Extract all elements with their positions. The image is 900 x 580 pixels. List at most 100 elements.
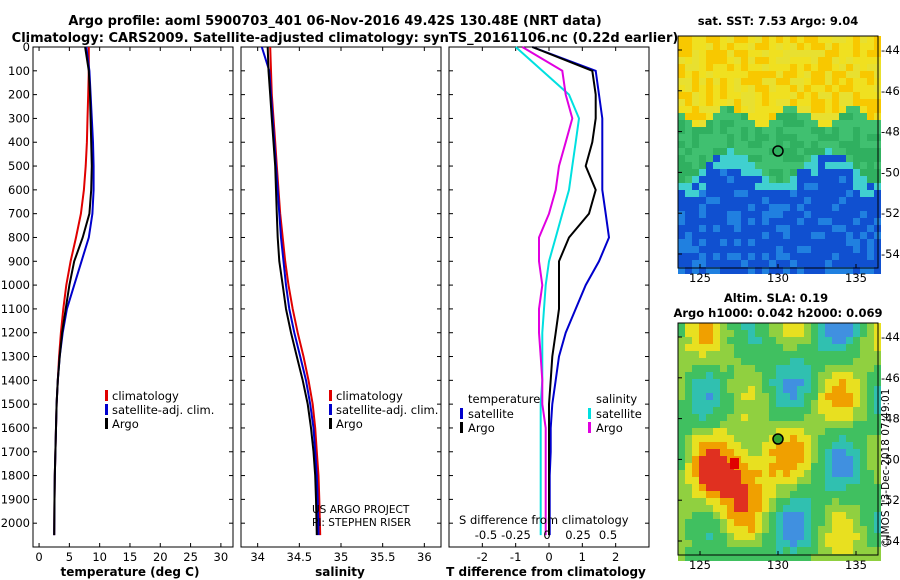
- map-y-tick-label: -44: [881, 43, 900, 57]
- map-cell: [832, 71, 839, 78]
- map-cell: [860, 148, 867, 155]
- top-tick-label: 0.5: [599, 528, 617, 542]
- map-cell: [790, 435, 797, 442]
- map-cell: [860, 358, 867, 365]
- map-cell: [748, 484, 755, 491]
- map-cell: [860, 540, 867, 547]
- map-cell: [713, 358, 720, 365]
- map-cell: [706, 512, 713, 519]
- map-cell: [734, 246, 741, 253]
- map-cell: [790, 211, 797, 218]
- map-cell: [867, 113, 874, 120]
- map-cell: [692, 372, 699, 379]
- map-cell: [720, 372, 727, 379]
- map-cell: [692, 246, 699, 253]
- map-cell: [839, 414, 846, 421]
- map-cell: [734, 365, 741, 372]
- map-cell: [790, 232, 797, 239]
- map-cell: [741, 162, 748, 169]
- map-cell: [867, 358, 874, 365]
- map-cell: [797, 78, 804, 85]
- map-cell: [846, 442, 853, 449]
- map-cell: [839, 113, 846, 120]
- map-cell: [797, 155, 804, 162]
- map-cell: [720, 449, 727, 456]
- top-tick-label: -0.5: [475, 528, 497, 542]
- sst-map-title: sat. SST: 7.53 Argo: 9.04: [698, 14, 858, 28]
- map-cell: [853, 379, 860, 386]
- map-cell: [769, 428, 776, 435]
- map-cell: [867, 519, 874, 526]
- map-y-tick-label: -50: [881, 452, 900, 466]
- map-cell: [755, 386, 762, 393]
- map-cell: [727, 491, 734, 498]
- map-cell: [811, 386, 818, 393]
- map-cell: [797, 393, 804, 400]
- map-cell: [783, 449, 790, 456]
- map-cell: [755, 260, 762, 267]
- map-cell: [832, 477, 839, 484]
- map-cell: [790, 57, 797, 64]
- map-cell: [783, 267, 790, 274]
- map-cell: [706, 435, 713, 442]
- map-cell: [762, 414, 769, 421]
- map-cell: [783, 421, 790, 428]
- map-cell: [727, 176, 734, 183]
- map-cell: [839, 85, 846, 92]
- legend-label: Argo: [112, 417, 139, 431]
- x-tick-label: 0: [35, 550, 42, 564]
- map-cell: [804, 148, 811, 155]
- map-cell: [727, 190, 734, 197]
- map-cell: [797, 484, 804, 491]
- map-cell: [762, 169, 769, 176]
- map-cell: [853, 344, 860, 351]
- map-cell: [699, 442, 706, 449]
- x-tick-label: 5: [66, 550, 73, 564]
- map-x-tick-label: 135: [845, 271, 867, 285]
- map-cell: [839, 358, 846, 365]
- map-cell: [860, 379, 867, 386]
- map-cell: [678, 484, 685, 491]
- map-cell: [839, 78, 846, 85]
- map-cell: [727, 400, 734, 407]
- map-cell: [776, 456, 783, 463]
- map-cell: [755, 421, 762, 428]
- map-cell: [783, 456, 790, 463]
- map-cell: [867, 50, 874, 57]
- map-cell: [811, 246, 818, 253]
- map-cell: [755, 57, 762, 64]
- map-cell: [783, 491, 790, 498]
- map-cell: [713, 400, 720, 407]
- map-cell: [839, 253, 846, 260]
- map-cell: [853, 148, 860, 155]
- map-cell: [748, 428, 755, 435]
- map-cell: [713, 246, 720, 253]
- argo-position-marker: [772, 433, 784, 445]
- map-cell: [727, 519, 734, 526]
- map-cell: [797, 183, 804, 190]
- map-cell: [734, 449, 741, 456]
- map-cell: [720, 407, 727, 414]
- map-cell: [706, 393, 713, 400]
- map-cell: [790, 505, 797, 512]
- map-cell: [706, 456, 713, 463]
- map-cell: [860, 267, 867, 274]
- map-cell: [741, 428, 748, 435]
- map-cell: [846, 372, 853, 379]
- y-tick-label: 1500: [1, 397, 30, 411]
- map-cell: [692, 36, 699, 43]
- map-cell: [692, 134, 699, 141]
- map-cell: [839, 134, 846, 141]
- map-cell: [804, 197, 811, 204]
- map-cell: [692, 358, 699, 365]
- map-cell: [727, 267, 734, 274]
- map-cell: [790, 134, 797, 141]
- map-cell: [860, 120, 867, 127]
- map-cell: [706, 428, 713, 435]
- map-cell: [832, 57, 839, 64]
- map-cell: [825, 176, 832, 183]
- map-cell: [846, 197, 853, 204]
- map-cell: [699, 211, 706, 218]
- map-cell: [755, 554, 762, 561]
- y-tick-label: 100: [8, 64, 30, 78]
